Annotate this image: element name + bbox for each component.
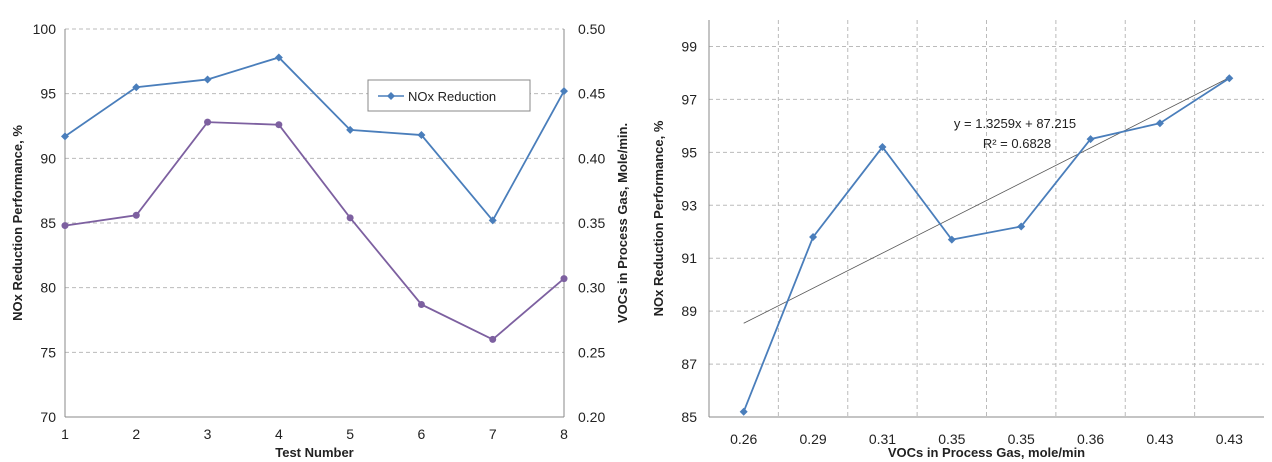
nox-vs-voc-line bbox=[742, 77, 1230, 413]
y-tick-label: 87 bbox=[681, 356, 697, 372]
y-tick-label: 70 bbox=[40, 409, 56, 425]
legend-label-nox-reduction: NOx Reduction bbox=[408, 89, 496, 104]
y-tick-label: 95 bbox=[40, 86, 56, 102]
y-tick-label: 85 bbox=[40, 215, 56, 231]
data-point bbox=[1086, 135, 1095, 144]
data-point bbox=[1225, 74, 1234, 83]
x-tick-label: 6 bbox=[418, 426, 426, 442]
x-tick-label: 0.29 bbox=[799, 431, 826, 447]
nox-data-point bbox=[203, 75, 212, 84]
y-tick-label: 80 bbox=[40, 280, 56, 296]
data-point bbox=[809, 233, 818, 242]
data-point bbox=[739, 407, 748, 416]
data-point bbox=[947, 235, 956, 244]
y-tick-label: 89 bbox=[681, 303, 697, 319]
y2-tick-label: 0.50 bbox=[578, 21, 605, 37]
voc-line bbox=[64, 121, 565, 341]
y-tick-label: 100 bbox=[33, 21, 57, 37]
x-tick-label: 8 bbox=[560, 426, 568, 442]
data-point bbox=[1017, 222, 1026, 231]
trendline-equation: y = 1.3259x + 87.215 bbox=[954, 116, 1076, 131]
y2-tick-label: 0.35 bbox=[578, 215, 605, 231]
y-tick-label: 91 bbox=[681, 250, 697, 266]
voc-data-point bbox=[489, 335, 497, 343]
x-tick-label: 3 bbox=[204, 426, 212, 442]
x-tick-label: 0.31 bbox=[869, 431, 896, 447]
x-axis-label: VOCs in Process Gas, mole/min bbox=[888, 445, 1085, 460]
x-tick-label: 0.36 bbox=[1077, 431, 1104, 447]
nox-data-point bbox=[61, 132, 69, 141]
data-point bbox=[1155, 119, 1164, 128]
y-tick-label: 95 bbox=[681, 144, 697, 160]
x-tick-label: 0.43 bbox=[1146, 431, 1173, 447]
y-axis-label: NOx Reduction Performance, % bbox=[10, 125, 25, 321]
voc-data-point bbox=[132, 211, 140, 219]
x-tick-label: 0.35 bbox=[938, 431, 965, 447]
y-tick-label: 97 bbox=[681, 91, 697, 107]
chart-voc-vs-nox: 85 87 89 91 93 95 97 99 0.26 0.29 0.31 0.35 0.35 0.3… bbox=[645, 0, 1272, 462]
data-point bbox=[878, 143, 887, 152]
trendline bbox=[743, 77, 1230, 324]
voc-data-point bbox=[275, 121, 283, 129]
y2-tick-label: 0.30 bbox=[578, 280, 605, 296]
x-tick-label: 0.35 bbox=[1008, 431, 1035, 447]
nox-data-point bbox=[346, 125, 355, 134]
nox-data-point bbox=[560, 87, 568, 96]
y2-tick-label: 0.40 bbox=[578, 150, 605, 166]
y2-tick-label: 0.25 bbox=[578, 344, 605, 360]
x-tick-label: 0.43 bbox=[1216, 431, 1243, 447]
y2-tick-label: 0.20 bbox=[578, 409, 605, 425]
y-axis-label: NOx Reduction Performance, % bbox=[651, 120, 666, 316]
y-tick-label: 85 bbox=[681, 409, 697, 425]
y-tick-label: 75 bbox=[40, 344, 56, 360]
x-axis-label: Test Number bbox=[275, 445, 354, 460]
trendline-r-squared: R² = 0.6828 bbox=[983, 136, 1051, 151]
nox-data-point bbox=[417, 131, 426, 140]
chart-right-svg: 85 87 89 91 93 95 97 99 0.26 0.29 0.31 0.35 0.35 0.3… bbox=[651, 20, 1264, 460]
nox-reduction-line bbox=[64, 56, 565, 223]
y-tick-label: 93 bbox=[681, 197, 697, 213]
voc-data-point bbox=[417, 300, 425, 308]
y2-tick-label: 0.45 bbox=[578, 86, 605, 102]
x-tick-label: 7 bbox=[489, 426, 497, 442]
nox-data-point bbox=[274, 53, 283, 62]
x-tick-label: 1 bbox=[61, 426, 69, 442]
voc-data-point bbox=[61, 222, 69, 230]
x-tick-label: 0.26 bbox=[730, 431, 757, 447]
legend: NOx Reduction bbox=[367, 79, 531, 112]
voc-data-point bbox=[346, 214, 354, 222]
y-tick-label: 99 bbox=[681, 38, 697, 54]
x-tick-label: 2 bbox=[132, 426, 140, 442]
y-tick-label: 90 bbox=[40, 150, 56, 166]
y2-axis-label: VOCs in Process Gas, Mole/min. bbox=[615, 123, 630, 323]
x-tick-label: 4 bbox=[275, 426, 283, 442]
chart-test-number: 70 75 80 85 90 95 100 0.20 0.25 0.30 0.35 0.40 0.45… bbox=[10, 21, 630, 460]
voc-data-point bbox=[204, 118, 212, 126]
nox-data-point bbox=[488, 216, 497, 225]
voc-data-point bbox=[560, 275, 568, 283]
x-tick-label: 5 bbox=[346, 426, 354, 442]
nox-data-point bbox=[132, 83, 141, 92]
